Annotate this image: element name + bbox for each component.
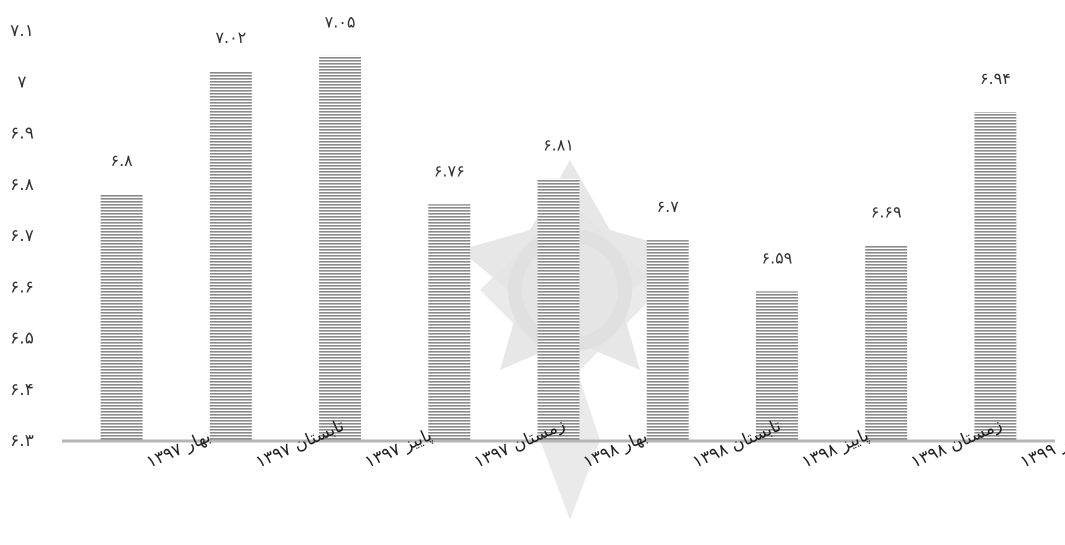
bar <box>100 194 143 440</box>
x-tick-label: پاییز ۱۳۹۸ <box>799 425 872 472</box>
x-tick-label: پاییز ۱۳۹۷ <box>362 425 435 472</box>
y-tick-label: ۶.۷ <box>10 226 34 246</box>
data-labels-group: ۶.۸ ۷.۰۲ ۷.۰۵ ۶.۷۶ ۶.۸۱ ۶.۷ ۶.۵۹ ۶.۶۹ ۶.۹۴ <box>110 13 1010 268</box>
bar-value-label: ۷.۰۲ <box>215 28 246 47</box>
bar <box>974 112 1017 440</box>
y-tick-label: ۷ <box>17 72 26 92</box>
bar-value-label: ۷.۰۵ <box>325 13 356 32</box>
bar <box>209 71 252 440</box>
x-axis-labels: بهار ۱۳۹۷ تابستان ۱۳۹۷ پاییز ۱۳۹۷ زمستان ۱۳… <box>144 415 1065 473</box>
bar <box>428 204 471 440</box>
bar-value-label: ۶.۷۶ <box>434 161 465 180</box>
bar-value-label: ۶.۹۴ <box>980 69 1011 88</box>
y-tick-label: ۶.۶ <box>10 277 34 297</box>
bars-group <box>100 55 1017 440</box>
y-tick-label: ۶.۳ <box>10 431 34 451</box>
y-tick-label: ۶.۵ <box>10 329 34 349</box>
bar-value-label: ۶.۶۹ <box>871 202 902 221</box>
bar <box>646 240 689 440</box>
x-tick-label: بهار ۱۳۹۷ <box>144 427 214 473</box>
bar <box>319 55 362 440</box>
y-tick-label: ۶.۴ <box>10 380 34 400</box>
x-tick-label: تابستان ۱۳۹۷ <box>253 416 348 473</box>
y-tick-label: ۷.۱ <box>10 21 34 41</box>
bar <box>865 245 908 440</box>
y-tick-label: ۶.۹ <box>10 124 34 144</box>
bar <box>537 178 580 440</box>
bar-value-label: ۶.۵۹ <box>762 248 793 267</box>
bar <box>755 291 798 440</box>
x-tick-label: زمستان ۱۳۹۸ <box>908 415 1005 473</box>
x-tick-label: بهار ۱۳۹۹ <box>1017 427 1065 473</box>
bar-value-label: ۶.۸ <box>110 151 133 170</box>
x-tick-label: تابستان ۱۳۹۸ <box>690 416 785 473</box>
y-tick-label: ۶.۸ <box>10 175 34 195</box>
y-axis-ticks: ۶.۳ ۶.۴ ۶.۵ ۶.۶ ۶.۷ ۶.۸ ۶.۹ ۷ ۷.۱ <box>10 21 34 451</box>
bar-value-label: ۶.۸۱ <box>543 136 574 155</box>
bar-value-label: ۶.۷ <box>657 197 680 216</box>
